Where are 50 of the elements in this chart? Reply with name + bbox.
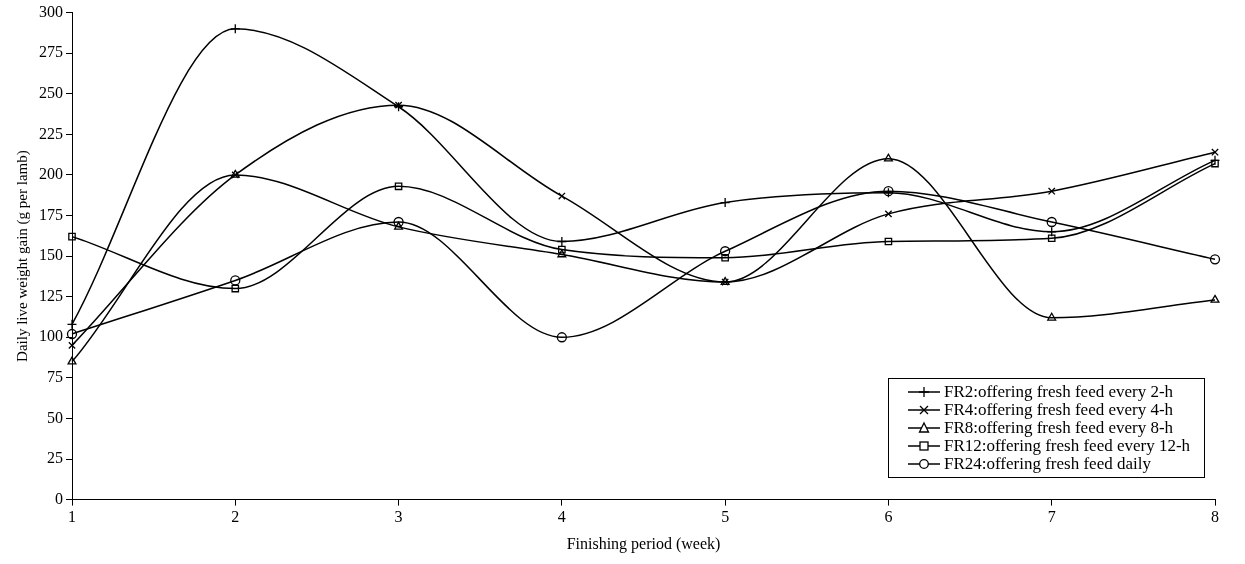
- x-tick-label: 8: [1211, 508, 1219, 526]
- x-tick-label: 6: [884, 508, 893, 526]
- point: [231, 284, 240, 293]
- x-tick-label: 3: [394, 508, 403, 526]
- point: [66, 328, 78, 340]
- y-tick-label: 75: [47, 368, 63, 386]
- y-tick-label: 275: [39, 43, 63, 61]
- point: [557, 249, 567, 258]
- point: [719, 246, 731, 257]
- point: [393, 216, 404, 228]
- x-tick-label: 1: [68, 508, 76, 526]
- y-axis-title: Daily live weight gain (g per lamb): [13, 150, 31, 362]
- point: [68, 341, 76, 350]
- point: [721, 253, 729, 262]
- point: [1046, 216, 1057, 228]
- y-tick-label: 300: [39, 2, 63, 20]
- point: [1211, 148, 1219, 157]
- x-axis-title: Finishing period (week): [566, 534, 721, 553]
- point: [68, 232, 76, 241]
- point: [884, 210, 893, 218]
- point: [556, 332, 568, 343]
- x-tick-label: 4: [557, 508, 566, 526]
- point: [230, 275, 241, 286]
- y-tick-label: 100: [39, 327, 63, 345]
- point: [883, 153, 893, 162]
- y-tick-label: 150: [39, 246, 63, 264]
- point: [1047, 234, 1056, 243]
- point: [558, 245, 566, 254]
- y-tick-label: 125: [39, 286, 63, 304]
- x-tick-label: 7: [1047, 508, 1056, 526]
- point: [1211, 159, 1219, 168]
- x-tick-label: 2: [231, 508, 240, 526]
- y-tick-label: 0: [55, 489, 63, 507]
- y-tick-label: 225: [39, 124, 63, 142]
- point: [558, 192, 566, 200]
- point: [67, 356, 77, 365]
- point: [1209, 254, 1221, 265]
- point: [1047, 312, 1057, 321]
- y-tick-label: 200: [39, 165, 63, 183]
- point: [884, 237, 893, 246]
- point: [394, 182, 403, 191]
- x-tick-label: 5: [721, 508, 730, 526]
- y-tick-label: 175: [39, 205, 63, 223]
- y-tick-label: 25: [47, 449, 63, 467]
- y-tick-label: 50: [47, 408, 63, 426]
- point: [394, 221, 404, 230]
- point: [1210, 294, 1220, 303]
- legend-label: FR2:offering fresh feed every 2-h: [944, 381, 1174, 401]
- y-tick-label: 250: [39, 83, 63, 101]
- point: [1047, 187, 1056, 195]
